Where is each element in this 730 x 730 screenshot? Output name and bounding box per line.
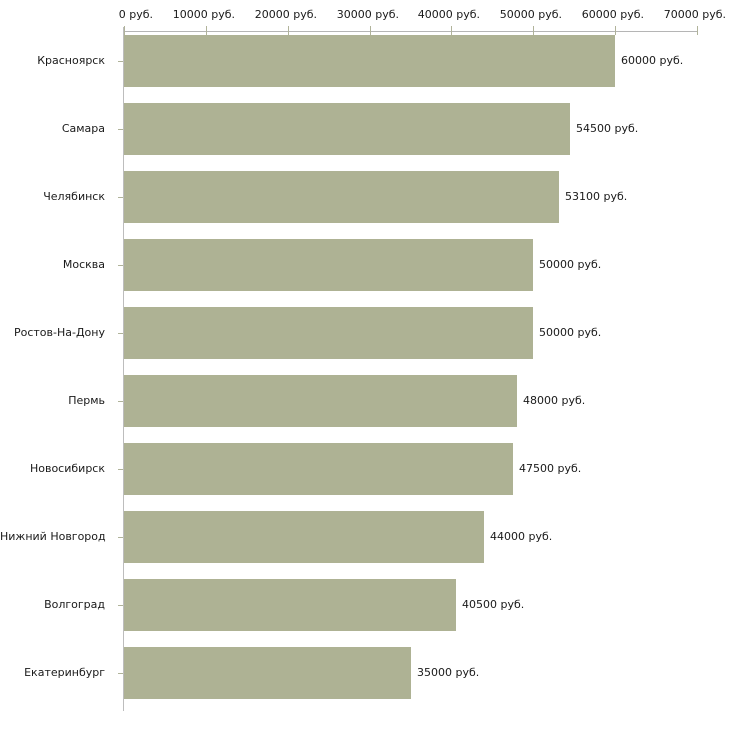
x-axis-tick bbox=[206, 26, 207, 35]
category-label: Екатеринбург bbox=[24, 666, 105, 679]
category-label: Новосибирск bbox=[29, 462, 105, 475]
x-axis-tick-label: 70000 руб. bbox=[663, 8, 726, 21]
bar[interactable] bbox=[124, 307, 533, 359]
category-label: Красноярск bbox=[37, 54, 105, 67]
x-axis-tick-label: 30000 руб. bbox=[336, 8, 399, 21]
bar-value-label: 40500 руб. bbox=[462, 598, 525, 611]
y-axis-tick bbox=[118, 673, 123, 674]
y-axis-tick bbox=[118, 537, 123, 538]
bar-value-label: 44000 руб. bbox=[490, 530, 553, 543]
x-axis-tick-label: 40000 руб. bbox=[417, 8, 480, 21]
bar[interactable] bbox=[124, 443, 513, 495]
bar-value-label: 50000 руб. bbox=[539, 258, 602, 271]
x-axis-tick bbox=[288, 26, 289, 35]
bar-value-label: 47500 руб. bbox=[519, 462, 582, 475]
y-axis-tick bbox=[118, 129, 123, 130]
bar-value-label: 35000 руб. bbox=[417, 666, 480, 679]
category-label: Челябинск bbox=[43, 190, 105, 203]
category-label: Пермь bbox=[68, 394, 105, 407]
y-axis-tick bbox=[118, 197, 123, 198]
bar-value-label: 53100 руб. bbox=[565, 190, 628, 203]
x-axis-tick-label: 20000 руб. bbox=[254, 8, 317, 21]
bar-value-label: 60000 руб. bbox=[621, 54, 684, 67]
category-label: Москва bbox=[62, 258, 105, 271]
x-axis-tick bbox=[124, 26, 125, 35]
x-axis-tick-label: 60000 руб. bbox=[581, 8, 644, 21]
bar[interactable] bbox=[124, 647, 411, 699]
x-axis-tick-label: 0 руб. bbox=[118, 8, 153, 21]
bar-value-label: 48000 руб. bbox=[523, 394, 586, 407]
x-axis-tick bbox=[370, 26, 371, 35]
category-label: Нижний Новгород bbox=[0, 530, 106, 543]
bar[interactable] bbox=[124, 511, 484, 563]
category-label: Ростов-На-Дону bbox=[13, 326, 105, 339]
y-axis-tick bbox=[118, 605, 123, 606]
x-axis-tick-label: 10000 руб. bbox=[172, 8, 235, 21]
y-axis-tick bbox=[118, 333, 123, 334]
x-axis-tick bbox=[533, 26, 534, 35]
bar[interactable] bbox=[124, 579, 456, 631]
y-axis-tick bbox=[118, 401, 123, 402]
x-axis-tick bbox=[451, 26, 452, 35]
bar[interactable] bbox=[124, 239, 533, 291]
y-axis-tick bbox=[118, 265, 123, 266]
bar[interactable] bbox=[124, 103, 570, 155]
y-axis-tick bbox=[118, 469, 123, 470]
category-label: Волгоград bbox=[44, 598, 105, 611]
category-label: Самара bbox=[61, 122, 105, 135]
x-axis-tick bbox=[615, 26, 616, 35]
bar[interactable] bbox=[124, 171, 559, 223]
x-axis-tick bbox=[697, 26, 698, 35]
y-axis-tick bbox=[118, 61, 123, 62]
x-axis-line bbox=[124, 31, 697, 32]
bar-value-label: 50000 руб. bbox=[539, 326, 602, 339]
bar-value-label: 54500 руб. bbox=[576, 122, 639, 135]
bar[interactable] bbox=[124, 35, 615, 87]
bar[interactable] bbox=[124, 375, 517, 427]
x-axis-tick-label: 50000 руб. bbox=[499, 8, 562, 21]
y-axis-line bbox=[123, 27, 124, 711]
